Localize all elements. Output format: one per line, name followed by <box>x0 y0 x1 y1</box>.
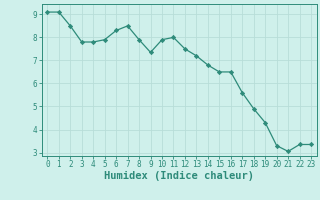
X-axis label: Humidex (Indice chaleur): Humidex (Indice chaleur) <box>104 171 254 181</box>
